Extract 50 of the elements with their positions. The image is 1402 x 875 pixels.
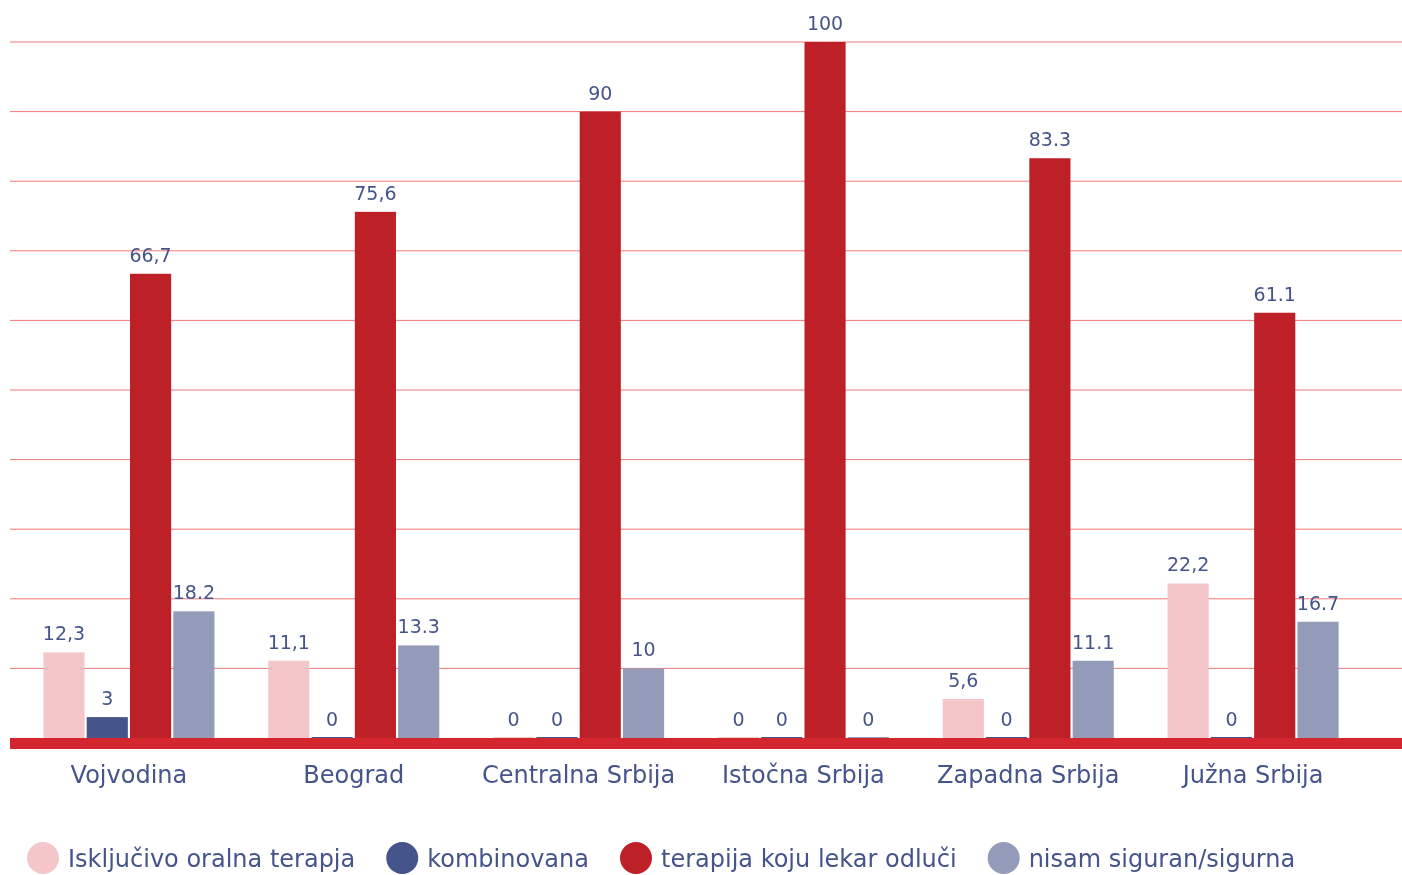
data-label: 18.2 [172, 581, 216, 604]
data-label: 11.1 [1072, 630, 1115, 653]
x-tick-label: Centralna Srbija [481, 761, 676, 790]
data-label: 90 [588, 81, 613, 104]
x-tick-label: Istočna Srbija [722, 761, 885, 790]
data-label: 3 [101, 687, 114, 710]
data-label: 0 [732, 708, 745, 730]
data-label: 0 [1000, 708, 1013, 730]
bar [804, 42, 846, 738]
bar [398, 645, 440, 738]
data-label: 0 [550, 708, 563, 730]
data-label: 0 [507, 708, 520, 730]
bar [1297, 621, 1339, 738]
data-label: 0 [775, 708, 788, 730]
data-label: 10 [631, 638, 656, 661]
bar [1072, 660, 1114, 738]
data-label: 12,3 [42, 622, 86, 645]
bar [354, 211, 396, 738]
bar [43, 652, 85, 738]
legend-label: nisam siguran/sigurna [1028, 845, 1296, 873]
bar [173, 611, 215, 738]
legend-label: terapija koju lekar odluči [660, 845, 957, 873]
bar [1167, 583, 1209, 738]
bar [86, 717, 128, 738]
bar [1254, 312, 1296, 738]
data-label: 0 [862, 708, 875, 730]
data-label: 5,6 [948, 669, 979, 692]
data-label: 83.3 [1028, 128, 1072, 151]
bar [579, 111, 621, 738]
legend-label: kombinovana [427, 845, 589, 873]
x-tick-label: Vojvodina [70, 761, 188, 790]
data-label: 0 [326, 708, 339, 730]
data-label: 13.3 [397, 615, 440, 638]
bar [268, 660, 310, 738]
data-label: 22,2 [1166, 553, 1210, 576]
bar [622, 668, 665, 738]
bar [130, 273, 172, 738]
data-label: 75,6 [354, 181, 397, 204]
data-label: 11,1 [267, 630, 310, 653]
bar [1029, 158, 1071, 738]
data-label: 0 [1225, 708, 1238, 730]
legend-label: Isključivo oralna terapja [68, 845, 356, 873]
data-label: 100 [806, 12, 844, 34]
x-tick-label: Beograd [303, 761, 405, 790]
x-tick-label: Južna Srbija [1180, 761, 1324, 790]
data-label: 61.1 [1253, 282, 1296, 305]
bar [942, 699, 984, 738]
data-label: 66,7 [129, 243, 172, 266]
data-label: 16.7 [1296, 591, 1340, 614]
x-tick-label: Zapadna Srbija [937, 761, 1120, 790]
